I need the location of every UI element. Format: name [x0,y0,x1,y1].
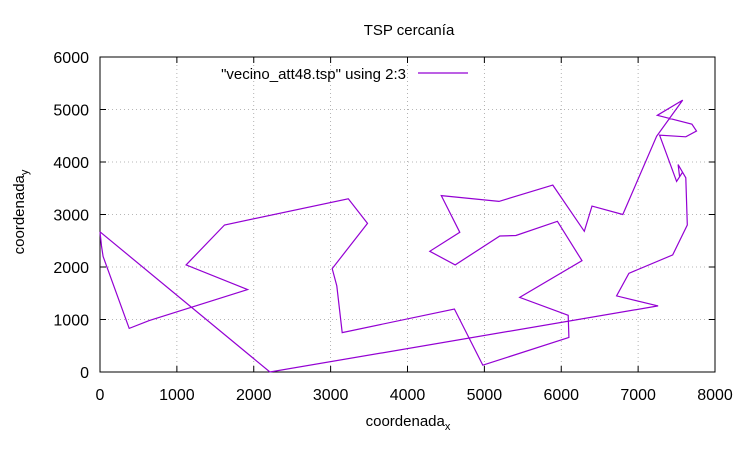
x-axis-label-main: coordenada [366,413,446,430]
y-tick-label: 3000 [53,208,89,225]
x-tick-label: 2000 [236,387,272,404]
y-axis-label-subscript: y [19,169,31,175]
y-tick-label: 4000 [53,155,89,172]
y-tick-label: 6000 [53,50,89,67]
x-axis-label-subscript: x [445,421,451,433]
y-tick-label: 0 [80,365,89,382]
legend: "vecino_att48.tsp" using 2:3 [221,66,468,83]
series-layer [99,99,698,373]
chart-title: TSP cercanía [364,22,455,39]
axis-ticks: 0 1000 2000 3000 4000 5000 6000 7000 8000 0 1000 20… [53,50,732,404]
y-axis-label-main: coordenada [11,174,28,254]
series-line [99,99,698,373]
x-tick-label: 5000 [467,387,503,404]
x-tick-label: 3000 [313,387,349,404]
x-tick-label: 1000 [159,387,195,404]
x-tick-label: 4000 [390,387,426,404]
y-tick-label: 1000 [53,313,89,330]
x-tick-label: 7000 [620,387,656,404]
legend-label: "vecino_att48.tsp" using 2:3 [221,66,406,83]
y-tick-label: 5000 [53,103,89,120]
grid-lines [100,57,715,372]
x-tick-label: 6000 [543,387,579,404]
y-tick-label: 2000 [53,260,89,277]
y-axis-label: coordenaday [11,169,31,254]
x-tick-label: 0 [96,387,105,404]
x-tick-label: 8000 [697,387,733,404]
x-axis-label: coordenadax [366,413,451,433]
